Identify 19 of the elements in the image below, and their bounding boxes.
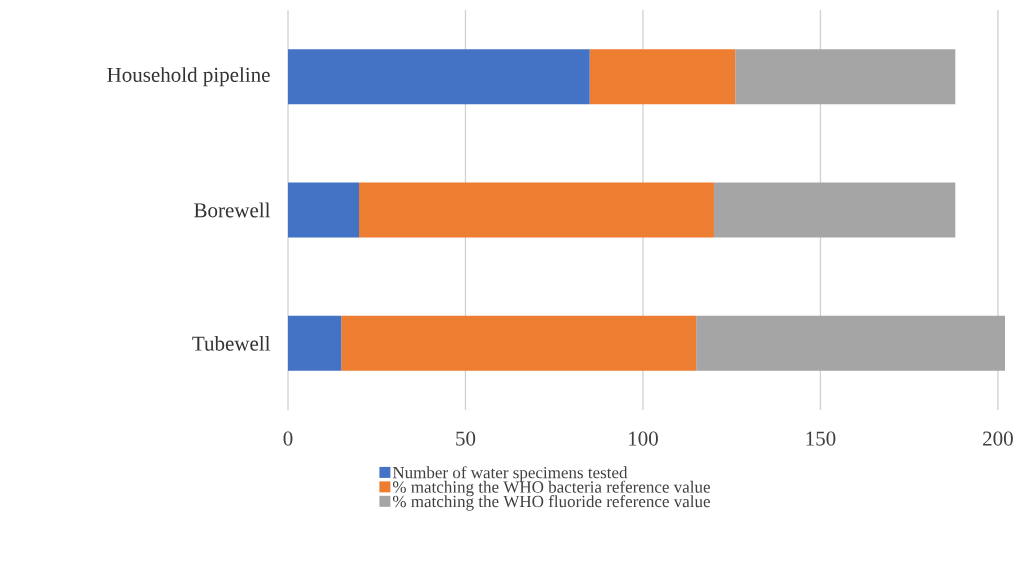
bar xyxy=(288,182,359,238)
y-tick-label: Borewell xyxy=(194,202,271,218)
bar xyxy=(288,49,590,105)
bar xyxy=(735,49,956,105)
bar xyxy=(341,315,697,371)
legend-label: % matching the WHO fluoride reference value xyxy=(392,495,710,511)
y-tick-label: Household pipeline xyxy=(107,67,270,87)
x-tick-label: 200 xyxy=(983,431,1013,446)
bar xyxy=(359,182,714,238)
x-tick-label: 0 xyxy=(283,431,293,446)
x-tick-label: 50 xyxy=(456,431,476,446)
bar xyxy=(696,315,1006,371)
bar xyxy=(288,315,342,371)
legend-label: Number of water specimens tested xyxy=(392,466,628,482)
y-tick-label: Tubewell xyxy=(192,335,271,351)
bar xyxy=(713,182,956,238)
bar xyxy=(589,49,736,105)
x-tick-label: 150 xyxy=(806,431,836,446)
x-tick-label: 100 xyxy=(629,431,658,446)
